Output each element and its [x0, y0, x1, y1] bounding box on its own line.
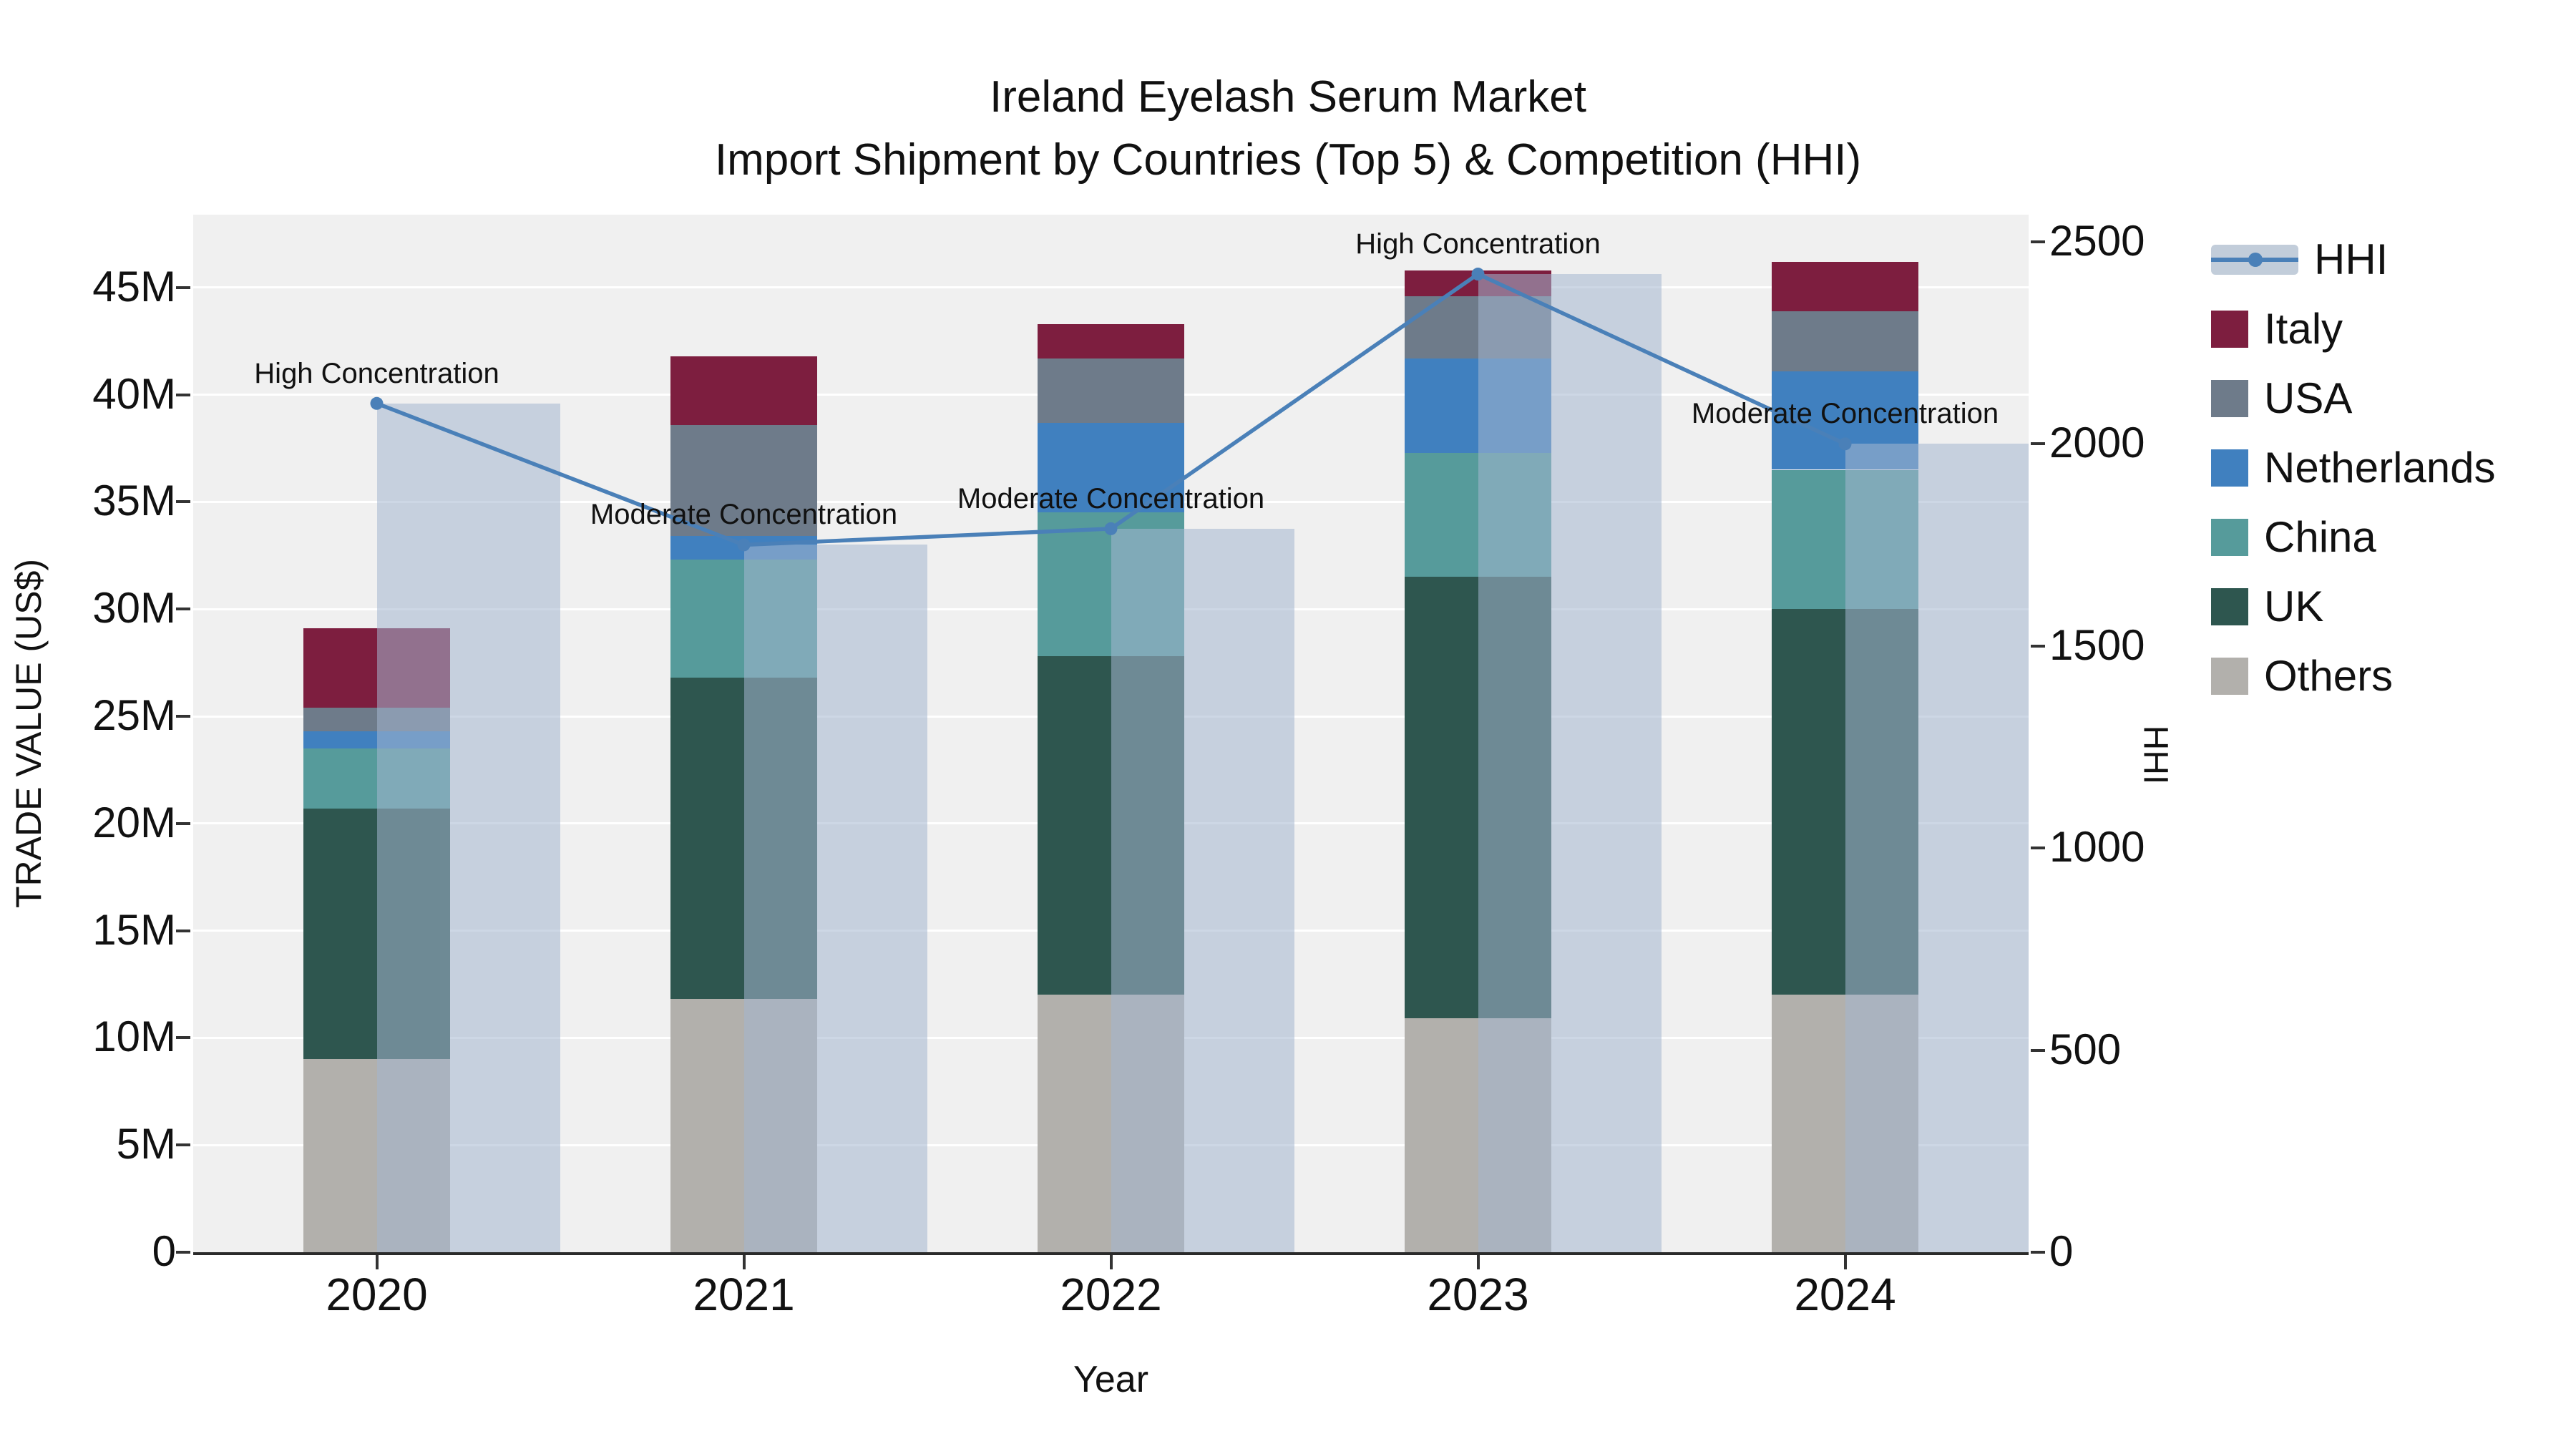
y-axis-title-left: TRADE VALUE (US$) — [9, 558, 49, 909]
legend-swatch-netherlands — [2211, 449, 2248, 487]
annotation-2024: Moderate Concentration — [1691, 398, 1999, 430]
y-axis-title-right: HHI — [2136, 725, 2175, 785]
bar-segment-italy — [670, 356, 817, 425]
hhi-bar — [1111, 528, 1294, 1252]
hhi-bar — [1845, 444, 2029, 1252]
legend-item-usa: USA — [2211, 374, 2496, 423]
left-tick-mark — [176, 500, 190, 504]
x-tick-label: 2021 — [693, 1269, 795, 1320]
left-tick-mark — [176, 1143, 190, 1147]
right-tick-mark — [2031, 1251, 2045, 1254]
legend-swatch-china — [2211, 518, 2248, 556]
legend-swatch-usa — [2211, 379, 2248, 417]
x-axis-title: Year — [1073, 1359, 1149, 1400]
plot-area: High Concentration Moderate Concentration… — [193, 215, 2029, 1255]
legend-item-netherlands: Netherlands — [2211, 443, 2496, 492]
right-tick-mark — [2031, 442, 2045, 446]
bar-segment-italy — [1038, 323, 1184, 358]
legend-item-italy: Italy — [2211, 304, 2496, 353]
legend-label: USA — [2264, 374, 2353, 422]
bottom-tick-mark — [1109, 1255, 1113, 1269]
hhi-marker — [1471, 268, 1485, 281]
left-tick-label: 45M — [92, 262, 176, 311]
left-tick-mark — [176, 393, 190, 396]
bottom-tick-mark — [375, 1255, 379, 1269]
bottom-tick-mark — [1843, 1255, 1847, 1269]
chart-title: Ireland Eyelash Serum Market Import Ship… — [0, 66, 2576, 192]
left-tick-mark — [176, 715, 190, 718]
hhi-bar — [376, 403, 560, 1252]
left-tick-mark — [176, 286, 190, 289]
annotation-2022: Moderate Concentration — [957, 482, 1265, 514]
hhi-marker-icon — [2248, 252, 2263, 267]
right-tick-label: 1000 — [2049, 823, 2145, 872]
bar-segment-usa — [670, 424, 817, 537]
bottom-tick-mark — [1476, 1255, 1480, 1269]
right-tick-mark — [2031, 240, 2045, 243]
legend-item-china: China — [2211, 512, 2496, 562]
left-tick-label: 5M — [116, 1120, 176, 1169]
legend-label: Italy — [2264, 305, 2343, 353]
hhi-line-layer — [370, 268, 1852, 552]
hhi-marker — [1838, 437, 1852, 451]
left-tick-mark — [176, 1251, 190, 1254]
right-tick-label: 0 — [2049, 1227, 2074, 1275]
bar-segment-usa — [1772, 311, 1918, 371]
right-tick-mark — [2031, 1048, 2045, 1052]
left-tick-label: 35M — [92, 477, 176, 525]
left-tick-mark — [176, 821, 190, 825]
bar-segment-italy — [1772, 261, 1918, 311]
hhi-legend-icon — [2211, 244, 2298, 275]
right-tick-label: 500 — [2049, 1025, 2122, 1073]
chart-title-line1: Ireland Eyelash Serum Market — [990, 72, 1586, 122]
legend-item-hhi: HHI — [2211, 235, 2496, 284]
right-tick-mark — [2031, 847, 2045, 850]
left-tick-mark — [176, 608, 190, 611]
left-tick-label: 40M — [92, 369, 176, 418]
legend-swatch-uk — [2211, 587, 2248, 625]
right-tick-label: 2000 — [2049, 419, 2145, 467]
hhi-bar — [1478, 274, 1662, 1252]
bar-segment-usa — [1038, 358, 1184, 423]
x-tick-label: 2024 — [1794, 1269, 1896, 1320]
left-tick-mark — [176, 929, 190, 932]
legend-label: Others — [2264, 652, 2394, 700]
bar-segment-netherlands — [1038, 422, 1184, 513]
left-tick-label: 0 — [152, 1227, 176, 1275]
legend-label: UK — [2264, 582, 2324, 630]
right-tick-mark — [2031, 644, 2045, 648]
gridline — [193, 286, 2029, 289]
legend-label: Netherlands — [2264, 444, 2496, 492]
legend-label: China — [2264, 513, 2376, 561]
bottom-tick-mark — [742, 1255, 746, 1269]
chart-title-line2: Import Shipment by Countries (Top 5) & C… — [714, 135, 1862, 185]
legend-swatch-others — [2211, 657, 2248, 695]
hhi-marker — [370, 396, 384, 410]
legend: HHI Italy USA Netherlands China UK Others — [2211, 235, 2496, 701]
legend-label: HHI — [2314, 235, 2389, 283]
legend-item-others: Others — [2211, 651, 2496, 701]
right-tick-label: 2500 — [2049, 216, 2145, 265]
annotation-2021: Moderate Concentration — [590, 499, 898, 531]
legend-swatch-italy — [2211, 310, 2248, 348]
hhi-marker — [737, 538, 751, 552]
x-tick-label: 2023 — [1427, 1269, 1529, 1320]
annotation-2023: High Concentration — [1355, 228, 1601, 260]
left-tick-label: 30M — [92, 584, 176, 633]
left-tick-label: 10M — [92, 1013, 176, 1061]
hhi-marker — [1104, 522, 1118, 535]
hhi-bar — [743, 545, 927, 1252]
left-tick-label: 25M — [92, 691, 176, 740]
x-tick-label: 2022 — [1060, 1269, 1162, 1320]
x-tick-label: 2020 — [326, 1269, 428, 1320]
left-tick-label: 20M — [92, 798, 176, 847]
annotation-2020: High Concentration — [254, 357, 499, 389]
left-tick-label: 15M — [92, 905, 176, 954]
legend-item-uk: UK — [2211, 582, 2496, 631]
right-tick-label: 1500 — [2049, 620, 2145, 669]
left-tick-mark — [176, 1036, 190, 1040]
